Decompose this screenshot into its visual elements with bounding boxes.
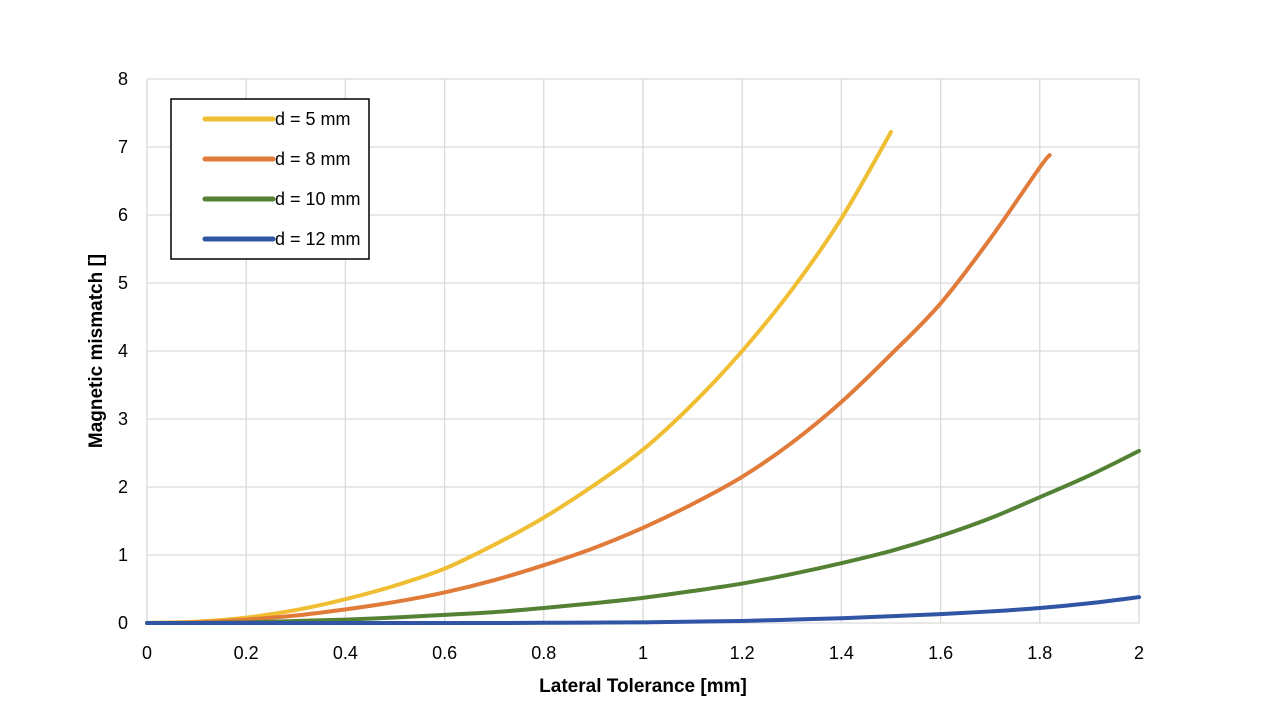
series-line-1 bbox=[145, 130, 893, 625]
series-line-4 bbox=[145, 595, 1141, 626]
x-tick-label: 0 bbox=[142, 643, 152, 663]
legend-label: d = 12 mm bbox=[275, 229, 361, 249]
x-tick-label: 1.2 bbox=[730, 643, 755, 663]
x-tick-label: 2 bbox=[1134, 643, 1144, 663]
legend-box bbox=[170, 98, 370, 260]
x-tick-label: 0.8 bbox=[531, 643, 556, 663]
y-tick-label: 6 bbox=[118, 205, 128, 225]
series-line-2 bbox=[145, 153, 1052, 625]
x-tick-label: 1.4 bbox=[829, 643, 854, 663]
x-axis-title: Lateral Tolerance [mm] bbox=[539, 676, 747, 697]
x-tick-label: 1.8 bbox=[1027, 643, 1052, 663]
legend-label: d = 5 mm bbox=[275, 109, 351, 129]
tick-labels: 0 0.2 0.4 0.6 0.8 1 1.2 1.4 1.6 1.8 2 0 1 2 3 4 5 6 7 8 bbox=[118, 69, 1144, 663]
legend-label: d = 10 mm bbox=[275, 189, 361, 209]
y-tick-label: 2 bbox=[118, 477, 128, 497]
series-line-3 bbox=[145, 448, 1141, 626]
legend-label: d = 8 mm bbox=[275, 149, 351, 169]
y-tick-label: 1 bbox=[118, 545, 128, 565]
y-tick-label: 0 bbox=[118, 613, 128, 633]
legend: d = 5 mm d = 8 mm d = 10 mm d = 12 mm bbox=[170, 98, 370, 260]
x-tick-label: 0.2 bbox=[234, 643, 259, 663]
x-tick-label: 0.6 bbox=[432, 643, 457, 663]
y-tick-label: 5 bbox=[118, 273, 128, 293]
y-tick-label: 3 bbox=[118, 409, 128, 429]
x-tick-label: 1.6 bbox=[928, 643, 953, 663]
y-tick-label: 7 bbox=[118, 137, 128, 157]
x-tick-label: 0.4 bbox=[333, 643, 358, 663]
y-tick-label: 4 bbox=[118, 341, 128, 361]
x-tick-label: 1 bbox=[638, 643, 648, 663]
y-axis-title: Magnetic mismatch [] bbox=[86, 254, 107, 448]
y-tick-label: 8 bbox=[118, 69, 128, 89]
series-lines bbox=[145, 130, 1141, 626]
